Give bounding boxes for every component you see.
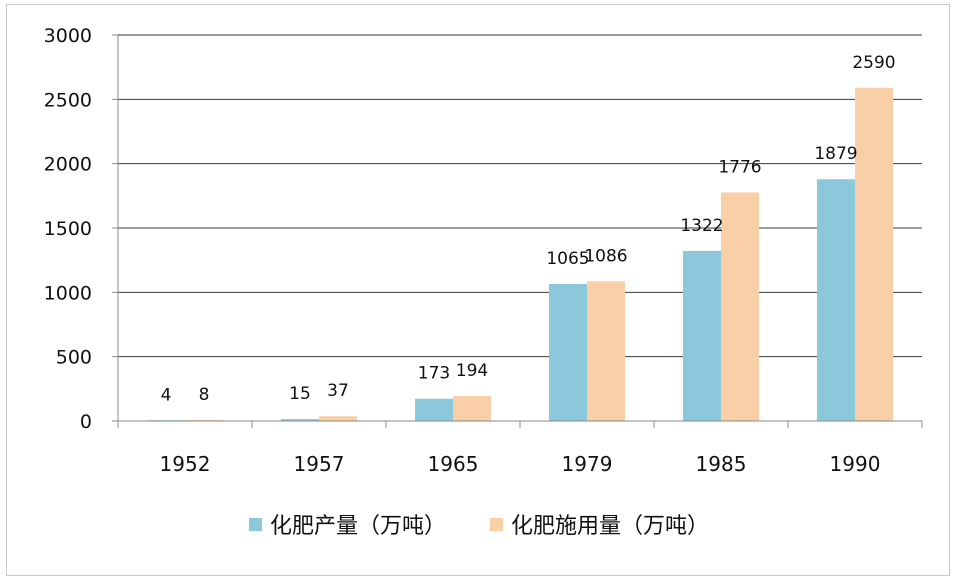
y-tick-label: 1000 (44, 282, 92, 304)
legend-item-usage: 化肥施用量（万吨） (490, 508, 709, 540)
bar-usage-1952 (185, 419, 223, 421)
bar-usage-1979 (587, 281, 625, 421)
value-label: 2590 (852, 53, 895, 73)
bar-production-1979 (549, 283, 587, 421)
x-category-label: 1952 (160, 452, 211, 476)
bar-usage-1990 (855, 87, 893, 422)
x-category-label: 1965 (428, 452, 479, 476)
x-category-label: 1985 (696, 452, 747, 476)
value-label: 194 (456, 361, 488, 381)
bar-production-1957 (281, 419, 319, 421)
bar-chart: 0 500 1000 1500 2000 2500 3000 4 8 15 37 173 194 106… (44, 25, 923, 476)
gridlines (118, 34, 922, 358)
y-tick-label: 500 (56, 347, 92, 369)
bar-production-1965 (415, 398, 453, 421)
x-category-label: 1979 (562, 452, 613, 476)
legend-item-production: 化肥产量（万吨） (248, 508, 446, 540)
legend-swatch-usage (490, 517, 503, 531)
bar-usage-1965 (453, 396, 491, 421)
legend: 化肥产量（万吨） 化肥施用量（万吨） (0, 508, 958, 540)
value-label: 1086 (584, 246, 627, 266)
y-tick-label: 2000 (44, 154, 92, 176)
y-tick-label: 2500 (44, 89, 92, 111)
x-axis: 1952 1957 1965 1979 1985 1990 (117, 420, 923, 476)
legend-swatch-production (248, 517, 262, 531)
x-category-label: 1990 (830, 452, 881, 476)
y-axis: 0 500 1000 1500 2000 2500 3000 (44, 25, 119, 433)
y-tick-label: 0 (80, 411, 92, 433)
bar-usage-1985 (721, 192, 759, 421)
bar-usage-1957 (319, 416, 357, 421)
value-label: 173 (418, 364, 450, 384)
value-label: 8 (199, 385, 210, 405)
value-label: 1879 (814, 144, 857, 164)
x-category-label: 1957 (294, 452, 345, 476)
legend-label-usage: 化肥施用量（万吨） (511, 514, 710, 539)
value-label: 1322 (680, 216, 723, 236)
bar-production-1985 (683, 250, 721, 421)
value-label: 1065 (546, 249, 589, 269)
value-label: 4 (161, 385, 172, 405)
bar-production-1990 (817, 179, 855, 421)
value-label: 1776 (718, 157, 761, 177)
y-tick-label: 1500 (44, 218, 92, 240)
y-tick-label: 3000 (44, 25, 92, 47)
value-label: 15 (289, 384, 311, 404)
value-label: 37 (327, 381, 349, 401)
legend-label-production: 化肥产量（万吨） (269, 514, 446, 539)
bars (147, 87, 893, 422)
